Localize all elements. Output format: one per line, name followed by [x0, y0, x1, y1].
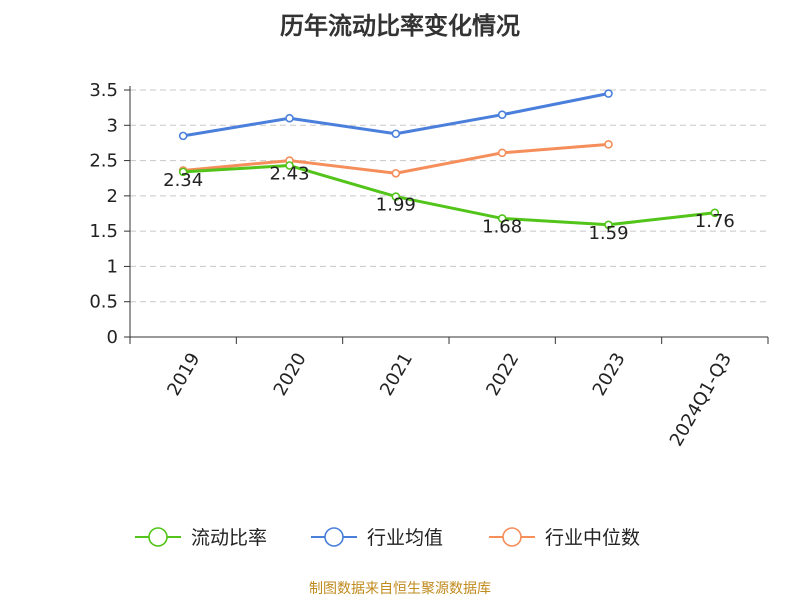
data-point [604, 140, 613, 149]
data-point [178, 167, 188, 177]
data-point [710, 208, 720, 218]
y-tick-label: 0.5 [89, 292, 118, 313]
x-tick-label: 2023 [589, 349, 630, 399]
data-point [497, 110, 507, 119]
data-point [391, 192, 401, 201]
legend-label: 行业均值 [367, 527, 443, 549]
y-tick-label: 1 [107, 256, 118, 277]
data-labels: 2.34 2.43 1.99 1.68 1.59 1.76 [163, 164, 735, 244]
legend-label: 行业中位数 [545, 527, 640, 549]
y-tick-label: 2 [107, 186, 118, 207]
y-tick-label: 2.5 [89, 151, 118, 172]
data-label: 1.99 [376, 195, 416, 216]
series-line-0 [183, 164, 716, 227]
data-point [391, 168, 401, 178]
data-point [604, 89, 613, 98]
data-label: 2.43 [269, 164, 309, 185]
grid-lines [130, 89, 768, 303]
data-point [285, 161, 294, 170]
legend-item-0: 流动比率 [135, 527, 267, 549]
y-tick-label: 1.5 [89, 221, 118, 242]
y-tick-label: 3 [107, 115, 118, 136]
data-point [285, 113, 294, 123]
legend-marker [324, 527, 344, 547]
data-label: 1.76 [695, 211, 735, 232]
series-lines [182, 92, 716, 227]
y-tick-label: 0 [107, 327, 118, 348]
legend: 流动比率 行业均值 行业中位数 [135, 527, 640, 549]
x-tick-labels: 2019 2020 2021 2022 2023 2024Q1-Q3 [163, 349, 736, 450]
x-tick-label: 2022 [482, 349, 523, 399]
series-points [178, 89, 720, 230]
y-tick-labels: 0 0.5 1 1.5 2 2.5 3 3.5 [89, 80, 118, 348]
x-tick-label: 2019 [163, 349, 204, 399]
data-point [604, 220, 613, 230]
chart-title: 历年流动比率变化情况 [280, 12, 520, 40]
data-point [391, 129, 401, 139]
legend-marker [148, 527, 168, 547]
axes [124, 86, 769, 344]
data-point [497, 148, 507, 158]
y-tick-label: 3.5 [89, 80, 118, 101]
data-label: 1.68 [482, 216, 522, 237]
data-point [497, 214, 507, 223]
x-tick-label: 2024Q1-Q3 [666, 349, 736, 450]
data-label: 1.59 [588, 223, 628, 244]
x-tick-label: 2021 [376, 349, 417, 399]
legend-item-1: 行业均值 [311, 527, 443, 549]
legend-marker [502, 527, 522, 547]
data-point [178, 131, 188, 141]
source-note: 制图数据来自恒生聚源数据库 [309, 581, 491, 597]
legend-label: 流动比率 [191, 527, 267, 549]
data-label: 2.34 [163, 170, 203, 191]
legend-item-2: 行业中位数 [489, 527, 640, 549]
x-tick-label: 2020 [270, 349, 311, 399]
